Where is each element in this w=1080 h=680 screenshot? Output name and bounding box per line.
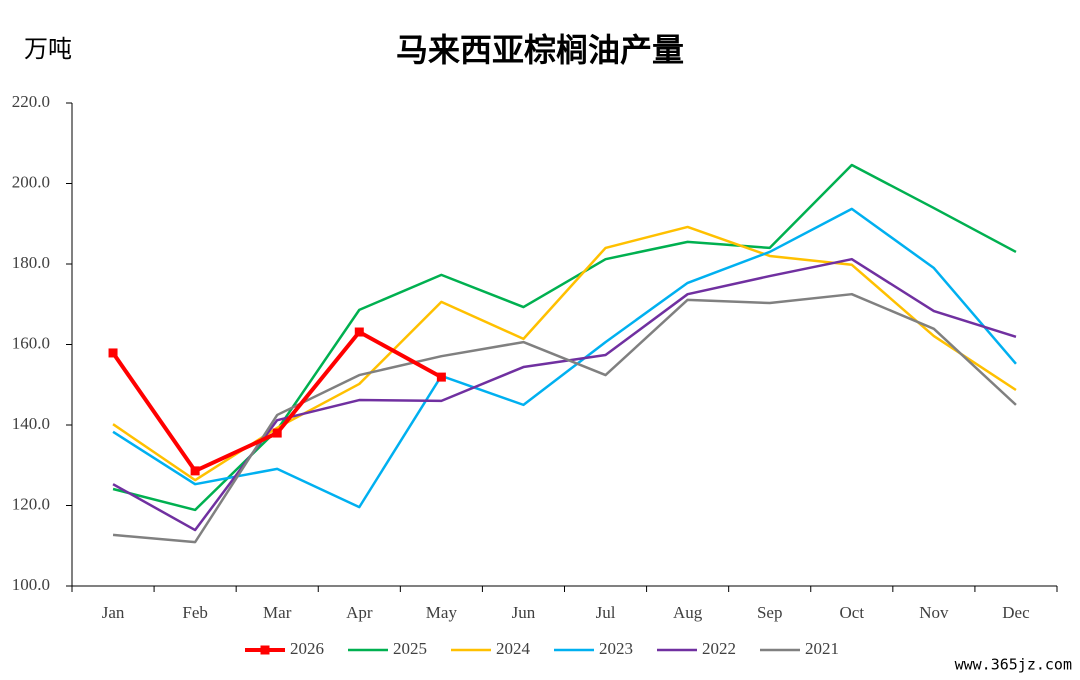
legend-label: 2021: [805, 639, 839, 658]
x-tick-label: Mar: [263, 603, 292, 622]
series-line: [112, 163, 1017, 512]
x-tick-label: Jan: [102, 603, 125, 622]
legend-label: 2025: [393, 639, 427, 658]
series-line: [112, 225, 1017, 482]
y-tick-label: 220.0: [12, 92, 50, 111]
y-tick-label: 160.0: [12, 333, 50, 352]
point: [272, 428, 282, 438]
legend-marker: [260, 645, 270, 655]
y-tick-label: 100.0: [12, 575, 50, 594]
x-tick-label: Oct: [840, 603, 865, 622]
y-tick-label: 120.0: [12, 494, 50, 513]
y-unit: 万吨: [24, 35, 72, 63]
series-line: [112, 207, 1017, 509]
series-line: [112, 257, 1017, 532]
series-line: [112, 292, 1017, 544]
x-tick-label: Jul: [596, 603, 616, 622]
x-tick-label: Apr: [346, 603, 373, 622]
x-tick-label: May: [426, 603, 458, 622]
x-tick-label: Sep: [757, 603, 783, 622]
y-tick-label: 200.0: [12, 172, 50, 191]
point: [354, 327, 364, 337]
x-tick-label: Feb: [182, 603, 208, 622]
legend-label: 2026: [290, 639, 324, 658]
legend-label: 2023: [599, 639, 633, 658]
legend-label: 2024: [496, 639, 531, 658]
y-tick-label: 140.0: [12, 414, 50, 433]
point: [190, 466, 200, 476]
x-tick-label: Jun: [512, 603, 536, 622]
chart-title: 马来西亚棕榈油产量: [396, 31, 684, 69]
legend-label: 2022: [702, 639, 736, 658]
x-tick-label: Nov: [919, 603, 949, 622]
y-tick-label: 180.0: [12, 253, 50, 272]
point: [436, 372, 446, 382]
x-tick-label: Dec: [1002, 603, 1030, 622]
x-tick-label: Aug: [673, 603, 703, 622]
watermark: www.365jz.com: [955, 656, 1072, 674]
point: [108, 348, 118, 358]
